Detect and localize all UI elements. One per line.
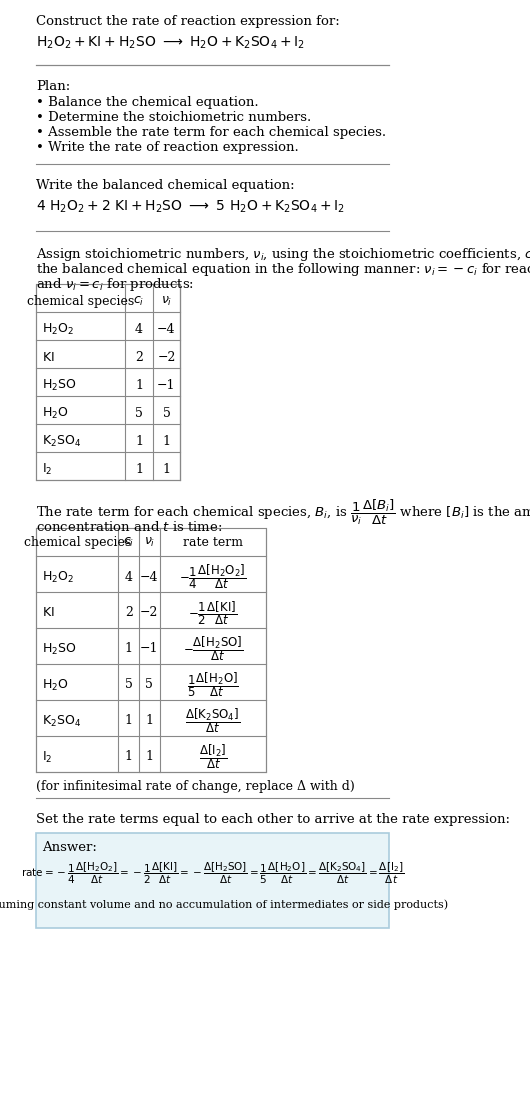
Text: $\mathrm{H_2SO}$: $\mathrm{H_2SO}$ [42, 377, 76, 393]
Text: $\mathrm{H_2O_2 + KI + H_2SO\ \longrightarrow\ H_2O + K_2SO_4 + I_2}$: $\mathrm{H_2O_2 + KI + H_2SO\ \longright… [36, 34, 305, 51]
Text: 1: 1 [162, 435, 171, 447]
Text: Assign stoichiometric numbers, $\nu_i$, using the stoichiometric coefficients, $: Assign stoichiometric numbers, $\nu_i$, … [36, 246, 530, 264]
Text: $\mathrm{H_2O_2}$: $\mathrm{H_2O_2}$ [42, 321, 74, 337]
Text: $\nu_i$: $\nu_i$ [161, 295, 172, 308]
Text: • Write the rate of reaction expression.: • Write the rate of reaction expression. [36, 141, 299, 153]
Text: 5: 5 [125, 678, 132, 692]
Text: −1: −1 [140, 643, 158, 655]
Text: 5: 5 [163, 407, 170, 419]
Text: (for infinitesimal rate of change, replace Δ with d): (for infinitesimal rate of change, repla… [36, 780, 355, 793]
Text: 1: 1 [145, 751, 153, 764]
Text: Write the balanced chemical equation:: Write the balanced chemical equation: [36, 179, 295, 192]
Text: 1: 1 [145, 715, 153, 727]
Text: $\nu_i$: $\nu_i$ [144, 536, 155, 548]
Text: The rate term for each chemical species, $B_i$, is $\dfrac{1}{\nu_i}\dfrac{\Delt: The rate term for each chemical species,… [36, 498, 530, 527]
Text: $\mathrm{H_2O_2}$: $\mathrm{H_2O_2}$ [42, 569, 74, 585]
Text: Answer:: Answer: [42, 841, 96, 854]
Text: 1: 1 [135, 378, 143, 391]
Text: • Assemble the rate term for each chemical species.: • Assemble the rate term for each chemic… [36, 126, 386, 139]
Text: 1: 1 [125, 715, 132, 727]
Text: $\mathrm{4\ H_2O_2 + 2\ KI + H_2SO\ \longrightarrow\ 5\ H_2O + K_2SO_4 + I_2}$: $\mathrm{4\ H_2O_2 + 2\ KI + H_2SO\ \lon… [36, 199, 345, 216]
FancyBboxPatch shape [36, 833, 388, 929]
Text: chemical species: chemical species [24, 536, 131, 548]
Text: −1: −1 [157, 378, 175, 391]
Text: $-\dfrac{\Delta[\mathrm{H_2SO}]}{\Delta t}$: $-\dfrac{\Delta[\mathrm{H_2SO}]}{\Delta … [182, 635, 243, 664]
Text: chemical species: chemical species [27, 295, 135, 308]
Text: $\mathrm{KI}$: $\mathrm{KI}$ [42, 606, 54, 619]
FancyBboxPatch shape [36, 284, 180, 480]
Text: $\dfrac{\Delta[\mathrm{K_2SO_4}]}{\Delta t}$: $\dfrac{\Delta[\mathrm{K_2SO_4}]}{\Delta… [185, 706, 240, 735]
Text: 1: 1 [135, 463, 143, 476]
Text: $-\dfrac{1}{2}\dfrac{\Delta[\mathrm{KI}]}{\Delta t}$: $-\dfrac{1}{2}\dfrac{\Delta[\mathrm{KI}]… [188, 599, 237, 627]
Text: $\dfrac{1}{5}\dfrac{\Delta[\mathrm{H_2O}]}{\Delta t}$: $\dfrac{1}{5}\dfrac{\Delta[\mathrm{H_2O}… [187, 671, 239, 699]
Text: and $\nu_i = c_i$ for products:: and $\nu_i = c_i$ for products: [36, 276, 194, 292]
Text: $\mathrm{H_2O}$: $\mathrm{H_2O}$ [42, 677, 68, 693]
Text: Set the rate terms equal to each other to arrive at the rate expression:: Set the rate terms equal to each other t… [36, 813, 510, 826]
Text: concentration and $t$ is time:: concentration and $t$ is time: [36, 520, 223, 534]
Text: 5: 5 [135, 407, 143, 419]
Text: Construct the rate of reaction expression for:: Construct the rate of reaction expressio… [36, 14, 340, 28]
Text: $\mathrm{rate} = -\dfrac{1}{4}\dfrac{\Delta[\mathrm{H_2O_2}]}{\Delta t} = -\dfra: $\mathrm{rate} = -\dfrac{1}{4}\dfrac{\De… [21, 861, 404, 886]
Text: 2: 2 [125, 606, 132, 619]
Text: $\mathrm{I_2}$: $\mathrm{I_2}$ [42, 749, 52, 765]
Text: rate term: rate term [183, 536, 243, 548]
Text: $\mathrm{KI}$: $\mathrm{KI}$ [42, 350, 54, 364]
Text: 4: 4 [125, 570, 132, 584]
Text: the balanced chemical equation in the following manner: $\nu_i = -c_i$ for react: the balanced chemical equation in the fo… [36, 261, 530, 278]
Text: 1: 1 [125, 751, 132, 764]
Text: $c_i$: $c_i$ [123, 536, 135, 548]
Text: 2: 2 [135, 350, 143, 364]
Text: −4: −4 [157, 322, 175, 336]
Text: • Determine the stoichiometric numbers.: • Determine the stoichiometric numbers. [36, 111, 312, 125]
Text: 5: 5 [145, 678, 153, 692]
Text: • Balance the chemical equation.: • Balance the chemical equation. [36, 96, 259, 109]
Text: $\mathrm{H_2SO}$: $\mathrm{H_2SO}$ [42, 642, 76, 656]
Text: 1: 1 [135, 435, 143, 447]
Text: 1: 1 [125, 643, 132, 655]
Text: Plan:: Plan: [36, 80, 70, 93]
Text: $\mathrm{H_2O}$: $\mathrm{H_2O}$ [42, 406, 68, 420]
Text: $\dfrac{\Delta[\mathrm{I_2}]}{\Delta t}$: $\dfrac{\Delta[\mathrm{I_2}]}{\Delta t}$ [199, 743, 227, 772]
Text: 4: 4 [135, 322, 143, 336]
Text: $c_i$: $c_i$ [134, 295, 145, 308]
Text: (assuming constant volume and no accumulation of intermediates or side products): (assuming constant volume and no accumul… [0, 898, 448, 910]
Text: −2: −2 [157, 350, 175, 364]
Text: $-\dfrac{1}{4}\dfrac{\Delta[\mathrm{H_2O_2}]}{\Delta t}$: $-\dfrac{1}{4}\dfrac{\Delta[\mathrm{H_2O… [179, 563, 246, 592]
Text: $\mathrm{I_2}$: $\mathrm{I_2}$ [42, 461, 52, 477]
Text: $\mathrm{K_2SO_4}$: $\mathrm{K_2SO_4}$ [42, 714, 81, 728]
Text: 1: 1 [162, 463, 171, 476]
Text: −4: −4 [140, 570, 158, 584]
Text: −2: −2 [140, 606, 158, 619]
Text: $\mathrm{K_2SO_4}$: $\mathrm{K_2SO_4}$ [42, 434, 81, 448]
